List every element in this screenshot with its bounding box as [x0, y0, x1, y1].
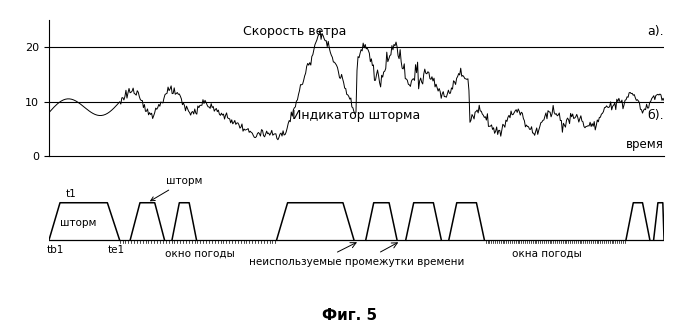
Text: окно погоды: окно погоды: [165, 248, 234, 259]
Text: неиспользуемые промежутки времени: неиспользуемые промежутки времени: [249, 257, 464, 267]
Text: t1: t1: [66, 189, 77, 199]
Text: шторм: шторм: [60, 218, 96, 228]
Text: Скорость ветра: Скорость ветра: [243, 25, 347, 38]
Text: Индикатор шторма: Индикатор шторма: [292, 110, 421, 122]
Text: окна погоды: окна погоды: [512, 248, 582, 259]
Text: te1: te1: [108, 245, 125, 255]
Text: б).: б).: [647, 110, 664, 122]
Text: а).: а).: [647, 25, 664, 38]
Text: шторм: шторм: [151, 176, 203, 201]
Text: время: время: [626, 138, 664, 151]
Text: Фиг. 5: Фиг. 5: [322, 308, 377, 323]
Text: tb1: tb1: [46, 245, 64, 255]
